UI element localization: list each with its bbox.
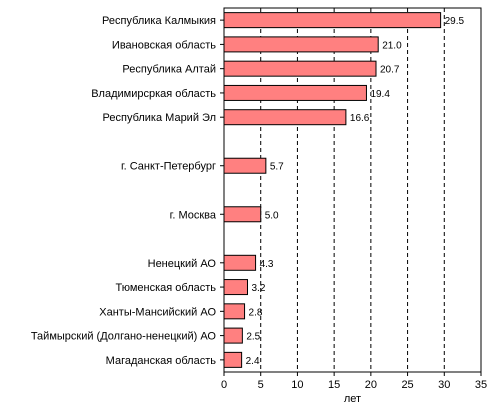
- x-tick-label: 10: [291, 379, 303, 391]
- category-label: г. Санкт-Петербург: [121, 161, 216, 173]
- category-label: Владимирсркая область: [91, 88, 216, 100]
- x-tick-label: 5: [258, 379, 264, 391]
- value-label: 2.8: [249, 307, 263, 318]
- bar: [223, 303, 246, 320]
- x-tick-label: 30: [438, 379, 450, 391]
- value-label: 19.4: [370, 89, 390, 100]
- category-labels: Республика Калмыкия Ивановская область Рес…: [31, 15, 217, 367]
- category-label: г. Москва: [170, 209, 217, 221]
- bar: [223, 254, 257, 271]
- value-label: 4.3: [260, 259, 274, 270]
- x-tick-label: 35: [475, 379, 487, 391]
- bar: [223, 36, 379, 53]
- category-label: Ненецкий АО: [148, 258, 217, 270]
- bar: [223, 206, 262, 223]
- value-label: 3.2: [251, 283, 265, 294]
- category-label: Магаданская область: [106, 355, 217, 367]
- value-label: 2.5: [246, 332, 260, 343]
- bar: [223, 351, 243, 368]
- value-label: 29.5: [445, 16, 465, 27]
- category-label: Ханты-Мансийский АО: [99, 306, 216, 318]
- value-label: 5.0: [265, 210, 279, 221]
- x-tick-labels: 0 5 10 15 20 25 30 35: [221, 379, 487, 391]
- plot-frame: [223, 7, 482, 373]
- bar: [223, 327, 243, 344]
- category-label: Таймырский (Долгано-ненецкий) АО: [31, 331, 217, 343]
- category-label: Республика Марий Эл: [103, 112, 216, 124]
- value-labels: 29.5 21.0 20.7 19.4 16.6 5.7 5.0 4.3 3.2 2.8 2.5 2.…: [246, 16, 465, 367]
- x-tick-label: 25: [401, 379, 413, 391]
- bar: [223, 60, 377, 77]
- bar: [223, 12, 442, 29]
- category-label: Ивановская область: [112, 39, 216, 51]
- bar: [223, 157, 267, 174]
- bar: [223, 109, 347, 126]
- axes: [220, 7, 482, 376]
- x-tick-label: 15: [328, 379, 340, 391]
- bar: [223, 84, 367, 101]
- value-label: 20.7: [380, 65, 400, 76]
- x-axis-label: лет: [344, 393, 361, 405]
- value-label: 16.6: [350, 113, 370, 124]
- value-label: 21.0: [382, 40, 402, 51]
- x-tick-label: 20: [365, 379, 377, 391]
- category-label: Тюменская область: [115, 282, 216, 294]
- value-label: 5.7: [270, 162, 284, 173]
- category-label: Республика Калмыкия: [102, 15, 216, 27]
- value-label: 2.4: [246, 356, 260, 367]
- x-tick-label: 0: [221, 379, 227, 391]
- bar: [223, 279, 248, 296]
- category-label: Республика Алтай: [122, 64, 216, 76]
